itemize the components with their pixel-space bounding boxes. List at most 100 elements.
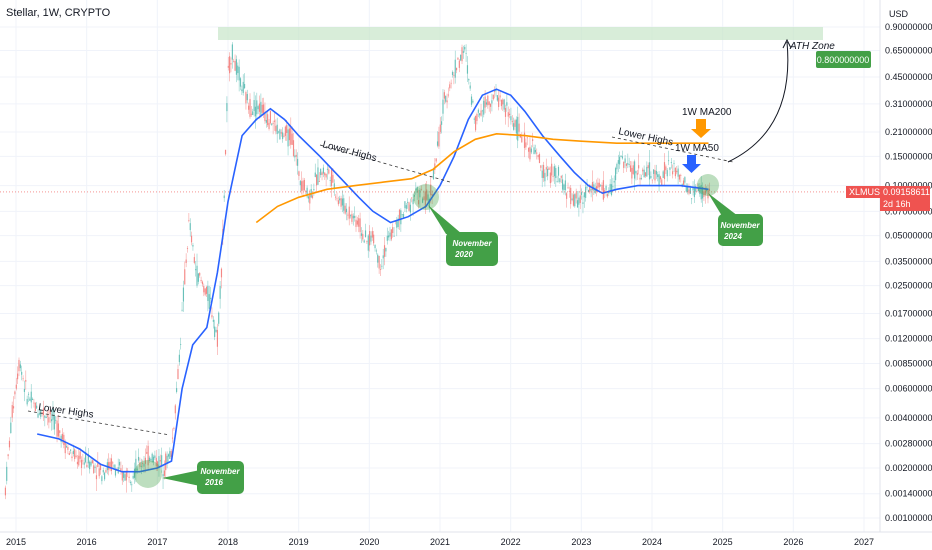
candle-body [41,411,43,413]
candle-body [669,167,671,170]
candle-body [415,188,417,190]
candle-body [29,398,31,401]
candle-body [25,379,27,382]
candle-body [132,475,134,479]
candle-body [169,451,171,459]
candle-body [320,168,322,175]
candle-body [411,197,413,199]
candle-body [335,196,337,198]
time-axis[interactable]: 2015 2016 2017 2018 2019 2020 2021 2022 2023 2024… [6,537,874,547]
candle-body [416,187,418,193]
candle-body [625,163,628,166]
candle-body [192,245,194,247]
candle-body [110,458,112,471]
candle-body [248,105,250,110]
trendline-1 [27,410,171,436]
candle-body [642,169,644,172]
candle-body [469,85,471,89]
candle-body [186,248,189,249]
candle-body [556,181,558,183]
candle-body [627,163,629,165]
ma200-label: 1W MA200 [682,107,732,118]
candle-body [51,419,53,422]
candle-body [180,343,182,345]
candle-body [316,174,318,186]
candle-body [104,472,106,480]
candle-body [639,177,641,180]
candle-body [388,235,390,238]
candle-body [166,455,168,464]
candle-body [165,453,167,471]
candle-body [523,132,526,149]
candle-body [296,158,299,166]
candle-body [393,235,395,237]
candle-body [86,464,88,468]
candle-body [708,188,710,191]
candle-body [609,183,611,193]
candle-body [658,174,660,187]
candle-body [672,171,674,175]
currency-label[interactable]: USD [889,9,909,19]
candle-body [447,94,450,96]
candle-body [102,470,104,473]
candle-body [150,459,152,460]
candle-body [45,416,47,419]
ma50-line [37,88,709,473]
candle-body [386,235,388,241]
candle-body [511,121,513,122]
candle-body [500,99,503,107]
candle-body [345,208,348,213]
candle-body [534,150,536,153]
projection-arrowhead [782,38,792,49]
candle-body [560,175,562,178]
candle-body [237,65,239,74]
x-tick-label: 2018 [218,537,238,547]
candle-body [7,454,9,457]
candle-body [136,468,138,471]
candle-body [326,168,329,170]
x-tick-label: 2027 [854,537,874,547]
candle-body [692,187,694,191]
candle-body [98,468,100,477]
candle-body [214,326,216,337]
candle-body [177,369,179,380]
candle-body [620,155,622,157]
candle-body [665,166,667,171]
candle-body [256,100,258,115]
candle-body [396,221,398,228]
candle-body [541,170,543,178]
candle-body [99,465,102,471]
candle-body [676,170,678,173]
x-tick-label: 2020 [359,537,379,547]
candle-body [667,160,670,162]
candle-body [42,408,45,416]
candle-body [375,250,377,252]
candle-body [364,230,367,238]
candle-body [424,191,426,209]
candle-body [605,185,607,190]
candle-body [279,129,281,140]
candle-body [537,155,539,158]
candle-body [568,190,570,192]
candle-body [363,240,365,243]
candle-body [284,126,286,136]
candle-body [49,410,51,415]
candle-body [451,71,454,76]
candle-body [239,78,242,87]
candle-body [613,181,615,183]
candle-body [148,457,151,461]
candle-body [499,95,501,98]
candle-body [144,457,146,464]
candle-body [135,458,137,474]
x-tick-label: 2024 [642,537,662,547]
candle-body [264,112,266,122]
candle-body [171,437,174,439]
candle-body [462,51,464,53]
candle-body [344,205,346,214]
candle-body [123,472,125,478]
candle-body [282,132,284,140]
